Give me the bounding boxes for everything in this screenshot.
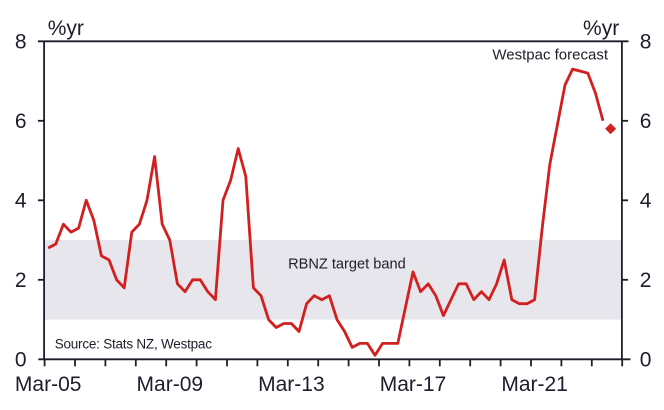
svg-text:Mar-21: Mar-21 xyxy=(501,373,568,396)
svg-text:6: 6 xyxy=(640,110,652,133)
svg-text:8: 8 xyxy=(15,30,27,53)
svg-text:8: 8 xyxy=(640,30,652,53)
svg-text:Westpac forecast: Westpac forecast xyxy=(492,47,608,64)
svg-text:RBNZ target band: RBNZ target band xyxy=(288,257,406,273)
svg-text:Mar-17: Mar-17 xyxy=(380,373,447,396)
svg-text:2: 2 xyxy=(15,269,27,292)
svg-text:%yr: %yr xyxy=(583,17,619,40)
svg-text:4: 4 xyxy=(640,189,652,212)
svg-text:Mar-09: Mar-09 xyxy=(137,373,204,396)
svg-text:6: 6 xyxy=(15,110,27,133)
svg-text:Mar-05: Mar-05 xyxy=(15,373,82,396)
svg-text:Mar-13: Mar-13 xyxy=(258,373,325,396)
svg-text:%yr: %yr xyxy=(48,17,84,40)
svg-text:2: 2 xyxy=(640,269,652,292)
svg-text:4: 4 xyxy=(15,189,27,212)
svg-text:0: 0 xyxy=(640,348,652,371)
svg-text:0: 0 xyxy=(15,348,27,371)
svg-text:Source: Stats NZ, Westpac: Source: Stats NZ, Westpac xyxy=(55,336,213,351)
